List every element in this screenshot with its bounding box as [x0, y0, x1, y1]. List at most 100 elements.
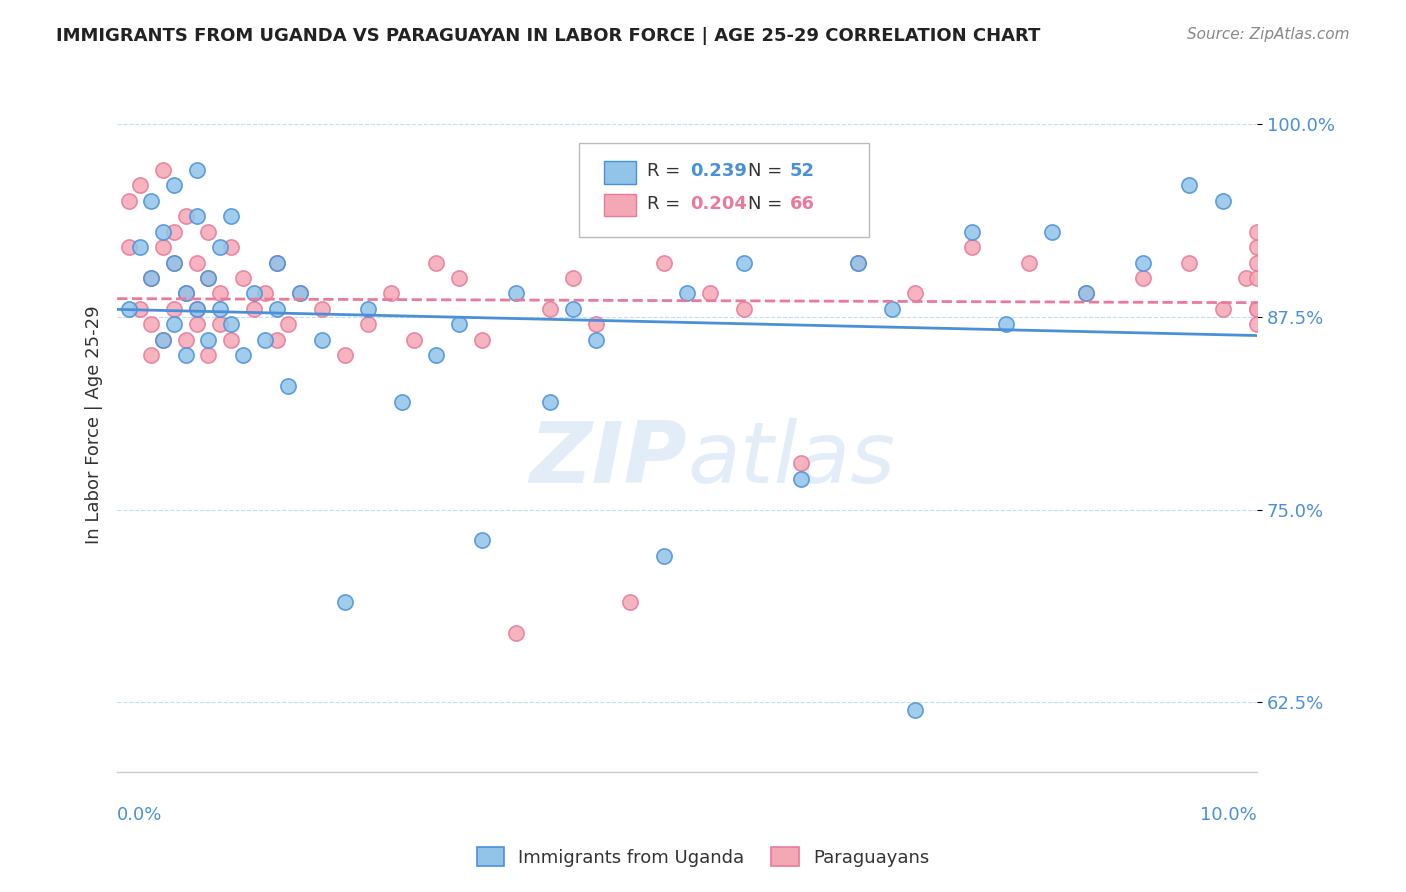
Point — [186, 210, 208, 224]
Point — [186, 255, 208, 269]
Point — [254, 286, 277, 301]
Point — [243, 286, 266, 301]
Point — [129, 240, 152, 254]
Point — [1212, 301, 1234, 316]
Point — [1246, 301, 1268, 316]
Point — [585, 318, 607, 332]
Point — [333, 348, 356, 362]
Point — [1246, 318, 1268, 332]
Point — [163, 301, 186, 316]
Point — [219, 240, 242, 254]
Text: R =: R = — [647, 162, 686, 180]
Point — [141, 194, 163, 208]
Point — [186, 301, 208, 316]
Text: N =: N = — [748, 162, 787, 180]
Point — [357, 301, 380, 316]
Point — [197, 225, 219, 239]
Point — [288, 286, 311, 301]
Point — [163, 255, 186, 269]
Point — [960, 225, 983, 239]
Point — [277, 379, 299, 393]
Point — [1246, 301, 1268, 316]
Point — [1074, 286, 1097, 301]
Point — [311, 301, 333, 316]
Text: 0.0%: 0.0% — [117, 805, 163, 824]
Point — [1177, 255, 1199, 269]
Point — [208, 318, 231, 332]
Point — [960, 240, 983, 254]
Point — [1177, 178, 1199, 193]
Point — [1018, 255, 1040, 269]
Point — [333, 595, 356, 609]
Point — [208, 240, 231, 254]
Point — [197, 333, 219, 347]
Point — [174, 348, 197, 362]
Text: 66: 66 — [790, 194, 814, 213]
Point — [505, 626, 527, 640]
Point — [266, 333, 288, 347]
Text: IMMIGRANTS FROM UGANDA VS PARAGUAYAN IN LABOR FORCE | AGE 25-29 CORRELATION CHAR: IMMIGRANTS FROM UGANDA VS PARAGUAYAN IN … — [56, 27, 1040, 45]
Point — [163, 318, 186, 332]
FancyBboxPatch shape — [579, 144, 869, 237]
FancyBboxPatch shape — [605, 161, 636, 184]
Point — [232, 348, 254, 362]
Point — [676, 286, 699, 301]
Point — [425, 348, 447, 362]
Point — [141, 348, 163, 362]
Point — [1132, 255, 1154, 269]
Point — [790, 472, 813, 486]
Point — [449, 318, 471, 332]
Point — [562, 271, 585, 285]
Point — [163, 255, 186, 269]
Point — [219, 333, 242, 347]
Text: R =: R = — [647, 194, 686, 213]
Point — [1132, 271, 1154, 285]
Point — [163, 225, 186, 239]
FancyBboxPatch shape — [605, 194, 636, 217]
Point — [391, 394, 413, 409]
Point — [1234, 271, 1257, 285]
Point — [562, 301, 585, 316]
Point — [1246, 255, 1268, 269]
Point — [505, 286, 527, 301]
Point — [449, 271, 471, 285]
Point — [186, 318, 208, 332]
Point — [174, 210, 197, 224]
Point — [174, 333, 197, 347]
Text: ZIP: ZIP — [530, 417, 688, 501]
Point — [152, 333, 174, 347]
Point — [652, 549, 675, 563]
Point — [471, 333, 494, 347]
Legend: Immigrants from Uganda, Paraguayans: Immigrants from Uganda, Paraguayans — [470, 840, 936, 874]
Point — [1212, 194, 1234, 208]
Point — [995, 318, 1018, 332]
Point — [585, 333, 607, 347]
Point — [163, 178, 186, 193]
Point — [219, 318, 242, 332]
Point — [1074, 286, 1097, 301]
Point — [129, 301, 152, 316]
Point — [733, 301, 755, 316]
Point — [1040, 225, 1063, 239]
Point — [266, 255, 288, 269]
Point — [174, 286, 197, 301]
Point — [197, 271, 219, 285]
Point — [882, 301, 904, 316]
Point — [208, 286, 231, 301]
Point — [243, 301, 266, 316]
Point — [186, 301, 208, 316]
Point — [141, 271, 163, 285]
Point — [652, 255, 675, 269]
Text: N =: N = — [748, 194, 787, 213]
Point — [232, 271, 254, 285]
Point — [117, 194, 139, 208]
Point — [288, 286, 311, 301]
Point — [152, 225, 174, 239]
Point — [311, 333, 333, 347]
Point — [197, 348, 219, 362]
Point — [117, 301, 139, 316]
Point — [357, 318, 380, 332]
Text: 52: 52 — [790, 162, 814, 180]
Point — [197, 271, 219, 285]
Text: 0.239: 0.239 — [690, 162, 748, 180]
